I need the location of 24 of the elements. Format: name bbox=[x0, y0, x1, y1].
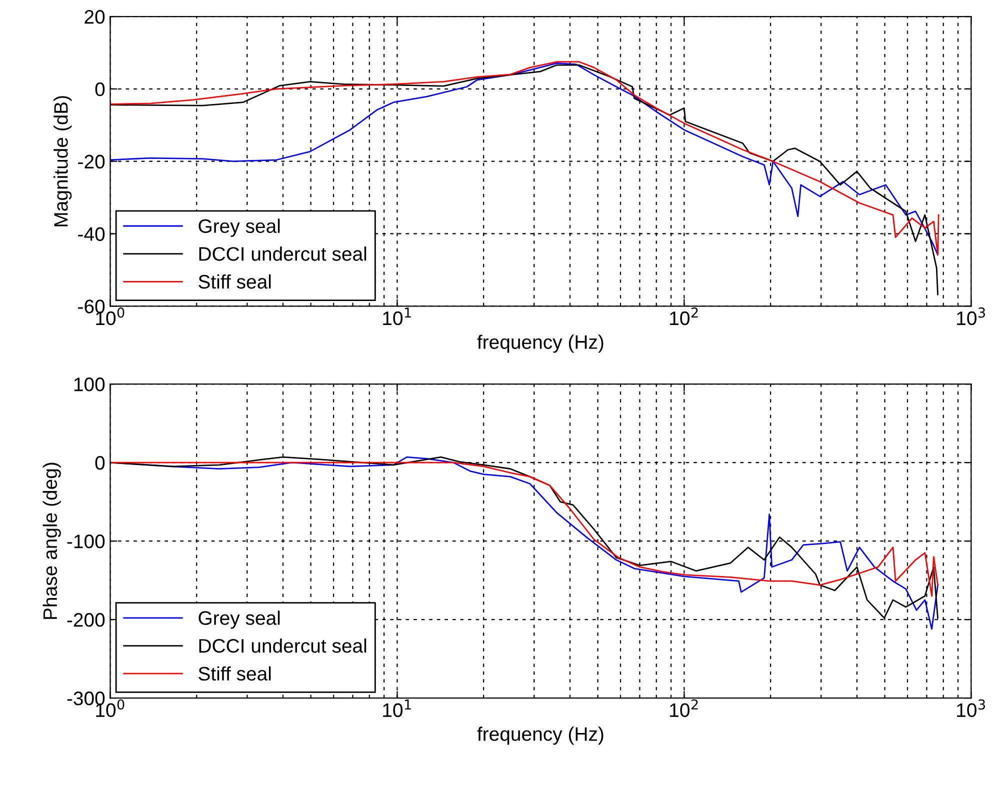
x-tick-label: 10$^{3}$ bbox=[957, 307, 985, 326]
legend-label: Stiff seal bbox=[198, 666, 271, 681]
y-tick-label: -100 bbox=[67, 534, 105, 548]
legend-label: DCCI undercut seal bbox=[199, 246, 366, 261]
x-tick-label: 10$^{2}$ bbox=[670, 307, 698, 326]
x-axis-title: frequency (Hz) bbox=[477, 334, 604, 353]
y-tick-label: -40 bbox=[78, 227, 105, 241]
y-axis-title: Magnitude (dB) bbox=[54, 96, 72, 226]
x-tick-label: 10$^{2}$ bbox=[670, 699, 698, 718]
y-axis-title: Phase angle (deg) bbox=[42, 462, 61, 619]
x-axis-title: frequency (Hz) bbox=[477, 726, 604, 745]
legend-label: Grey seal bbox=[198, 218, 280, 237]
legend-label: DCCI undercut seal bbox=[199, 638, 366, 653]
y-tick-label: -200 bbox=[67, 613, 105, 627]
y-tick-label: 0 bbox=[95, 82, 105, 96]
x-tick-label: 10$^{3}$ bbox=[957, 699, 985, 718]
x-tick-label: 10$^{1}$ bbox=[383, 308, 411, 326]
y-tick-label: 20 bbox=[84, 10, 105, 24]
y-tick-label: 0 bbox=[95, 456, 105, 470]
y-tick-label: 100 bbox=[74, 378, 105, 392]
x-tick-label: 10$^{1}$ bbox=[383, 700, 411, 718]
y-tick-label: -20 bbox=[78, 154, 105, 169]
legend-label: Grey seal bbox=[198, 610, 280, 629]
legend-label: Stiff seal bbox=[198, 274, 271, 289]
